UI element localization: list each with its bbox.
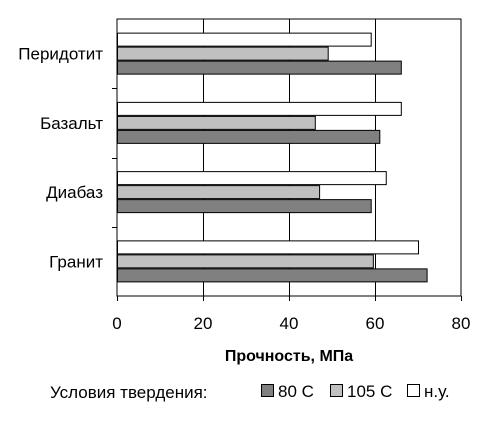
x-tick-label: 40 — [280, 314, 299, 333]
x-tick-label: 80 — [452, 314, 471, 333]
x-axis-title: Прочность, МПа — [225, 348, 353, 365]
bar-80c — [117, 60, 402, 75]
legend-swatch — [407, 384, 420, 397]
category-label: Перидотит — [18, 45, 103, 64]
legend-entry-label: 80 С — [278, 382, 314, 401]
x-tick-label: 60 — [366, 314, 385, 333]
legend-title: Условия твердения: — [50, 383, 208, 402]
bar-105c — [117, 115, 316, 130]
bar-nu — [117, 171, 387, 186]
legend: Условия твердения: 80 С 105 С н.у. — [50, 382, 450, 402]
axes — [112, 88, 462, 301]
category-label: Гранит — [49, 252, 103, 271]
legend-swatch — [330, 384, 343, 397]
bar-105c — [117, 254, 374, 269]
x-tick-label: 20 — [194, 314, 213, 333]
category-label: Базальт — [40, 114, 103, 133]
bar-80c — [117, 129, 381, 144]
bar-nu — [117, 32, 372, 47]
legend-swatch — [261, 384, 274, 397]
legend-entry-label: 105 С — [347, 382, 392, 401]
category-label: Диабаз — [46, 183, 103, 202]
bar-105c — [117, 185, 321, 200]
bar-80c — [117, 199, 372, 214]
bar-80c — [117, 268, 428, 283]
bar-nu — [117, 240, 419, 255]
labels: 0 20 40 60 80 Перидотит Базальт Диабаз Гранит — [18, 45, 470, 333]
legend-entry-label: н.у. — [424, 382, 450, 401]
bars — [117, 32, 428, 283]
x-tick-label: 0 — [112, 314, 121, 333]
bar-nu — [117, 101, 402, 116]
bar-105c — [117, 46, 329, 61]
